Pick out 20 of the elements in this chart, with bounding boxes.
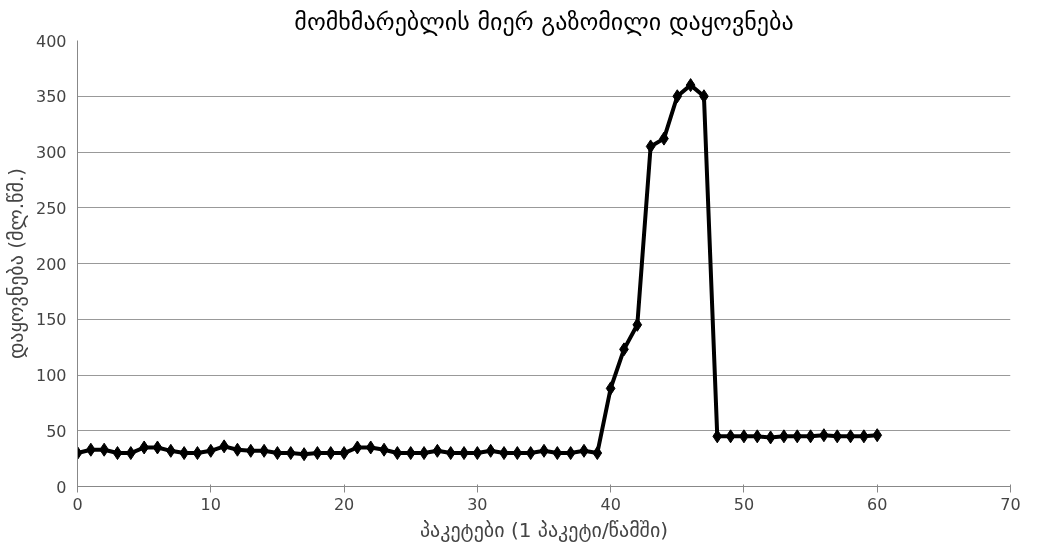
- x-tick-label: 40: [600, 494, 621, 514]
- y-tick-label: 300: [35, 143, 67, 162]
- y-tick-label: 400: [35, 31, 67, 51]
- x-tick-label: 50: [733, 494, 755, 514]
- x-axis-title: პაკეტები (1 პაკეტი/წამში): [419, 517, 669, 542]
- x-tick-label: 0: [72, 494, 83, 514]
- x-tick-label: 10: [200, 494, 221, 514]
- y-tick-label: 350: [35, 87, 67, 107]
- y-tick-label: 250: [35, 198, 67, 218]
- chart-title: მომხმარებლის მიერ გაზომილი დაყოვნება: [294, 7, 794, 36]
- y-tick-label: 0: [56, 477, 67, 497]
- y-tick-label: 150: [35, 310, 67, 330]
- y-axis-title: დაყოვნება (მლ.წმ.): [3, 167, 28, 360]
- x-tick-label: 30: [467, 494, 488, 514]
- y-tick-label: 100: [35, 366, 67, 385]
- y-tick-label: 200: [35, 254, 67, 274]
- x-tick-label: 20: [333, 494, 355, 514]
- x-tick-label: 60: [867, 494, 888, 514]
- x-tick-label: 70: [1000, 494, 1021, 514]
- y-tick-label: 50: [46, 421, 67, 441]
